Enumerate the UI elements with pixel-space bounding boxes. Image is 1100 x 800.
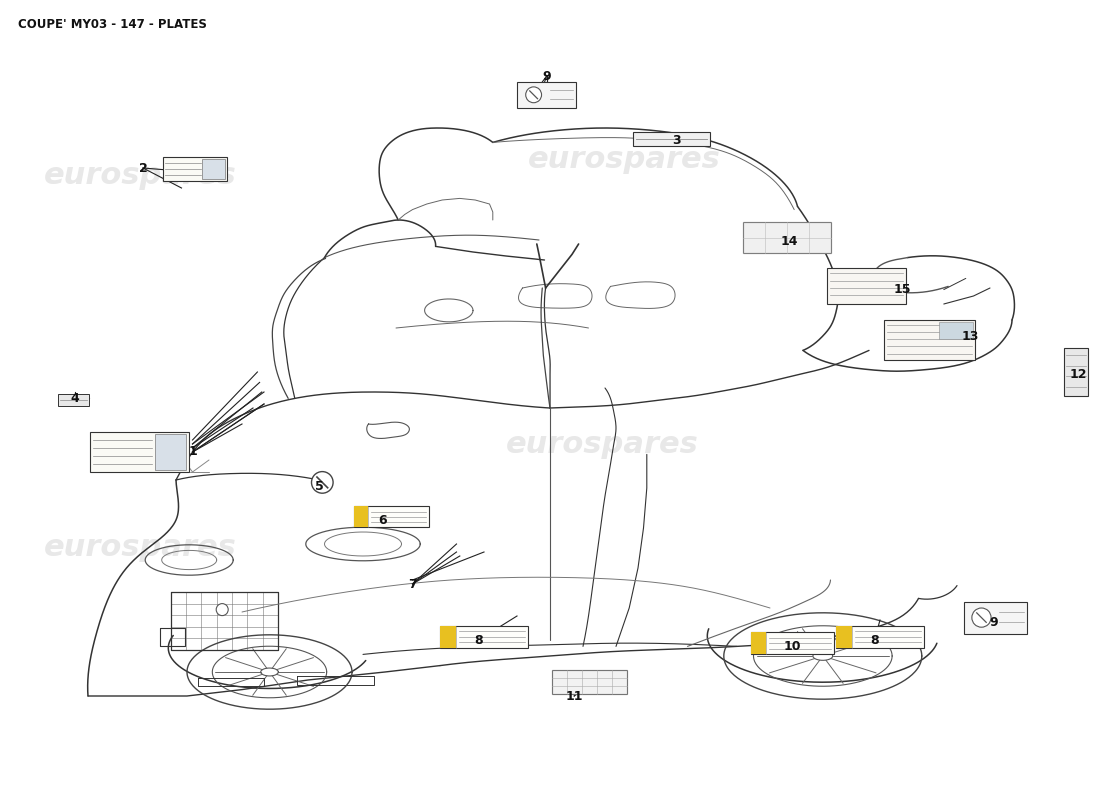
Text: 4: 4 [70,392,79,405]
Text: eurospares: eurospares [528,146,720,174]
Text: 10: 10 [783,640,801,653]
Text: 11: 11 [565,690,583,702]
Text: 3: 3 [672,134,681,146]
Bar [751,632,834,654]
Bar [90,432,189,472]
Text: 14: 14 [781,235,799,248]
Bar [58,394,89,406]
Circle shape [217,604,228,616]
Bar [1064,348,1088,396]
Bar [964,602,1027,634]
Text: eurospares: eurospares [44,162,236,190]
Text: 6: 6 [378,514,387,526]
Bar [827,268,906,304]
Text: 5: 5 [315,480,323,493]
Text: eurospares: eurospares [44,534,236,562]
Circle shape [311,471,333,493]
Bar [517,82,576,108]
Bar [938,322,972,339]
Circle shape [526,87,541,102]
Text: 7: 7 [408,578,417,590]
Bar [552,670,627,694]
Text: COUPE' MY03 - 147 - PLATES: COUPE' MY03 - 147 - PLATES [18,18,207,31]
Bar [202,158,224,178]
Bar [440,626,528,648]
Text: 2: 2 [139,162,147,174]
Text: eurospares: eurospares [506,430,698,458]
Bar [742,222,830,253]
Text: 1: 1 [188,446,197,458]
Bar [884,320,975,360]
Bar [154,434,186,470]
Text: 8: 8 [474,634,483,646]
Text: 15: 15 [893,283,911,296]
Bar [836,626,851,648]
Bar [163,157,227,181]
Text: 13: 13 [961,330,979,342]
Text: 9: 9 [542,70,551,82]
Bar [751,632,767,654]
Bar [354,506,429,527]
Text: 9: 9 [989,616,998,629]
Circle shape [972,608,991,627]
Bar [836,626,924,648]
Bar [354,506,367,527]
Text: 12: 12 [1069,368,1087,381]
Bar [632,132,710,146]
Text: 8: 8 [870,634,879,646]
Bar [440,626,455,648]
